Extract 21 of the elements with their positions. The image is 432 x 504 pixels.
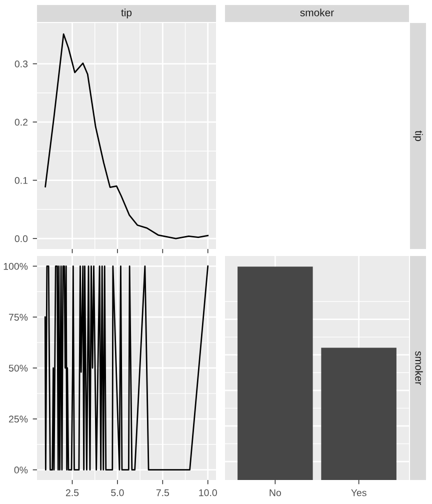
x-tick-label: 5.0 xyxy=(111,489,124,496)
text: tip xyxy=(413,130,423,142)
y-tick-label: 0% xyxy=(14,466,28,474)
line-series xyxy=(44,33,209,240)
x-tick-label: Yes xyxy=(351,489,366,496)
y-tick-label: 0.0 xyxy=(14,235,28,242)
y-tick-label: 0.1 xyxy=(14,177,28,184)
y-tick-label: 25% xyxy=(9,416,28,423)
text: smoker xyxy=(300,8,334,16)
y-tick-label: 0.3 xyxy=(14,60,28,68)
x-tick-label: 7.5 xyxy=(156,489,170,496)
y-tick-label: 75% xyxy=(9,314,28,321)
y-tick-label: 50% xyxy=(8,364,28,372)
y2-axis-title: smoker xyxy=(415,351,423,385)
x-tick-label: No xyxy=(270,489,281,496)
line-series xyxy=(44,265,209,471)
x-tick-label: 10.0 xyxy=(199,489,217,496)
y-tick-label: 0.2 xyxy=(14,118,28,126)
x-tick-label: 2.5 xyxy=(66,489,79,496)
chart-title: tip xyxy=(121,8,132,18)
y-tick-label: 100% xyxy=(4,262,28,270)
